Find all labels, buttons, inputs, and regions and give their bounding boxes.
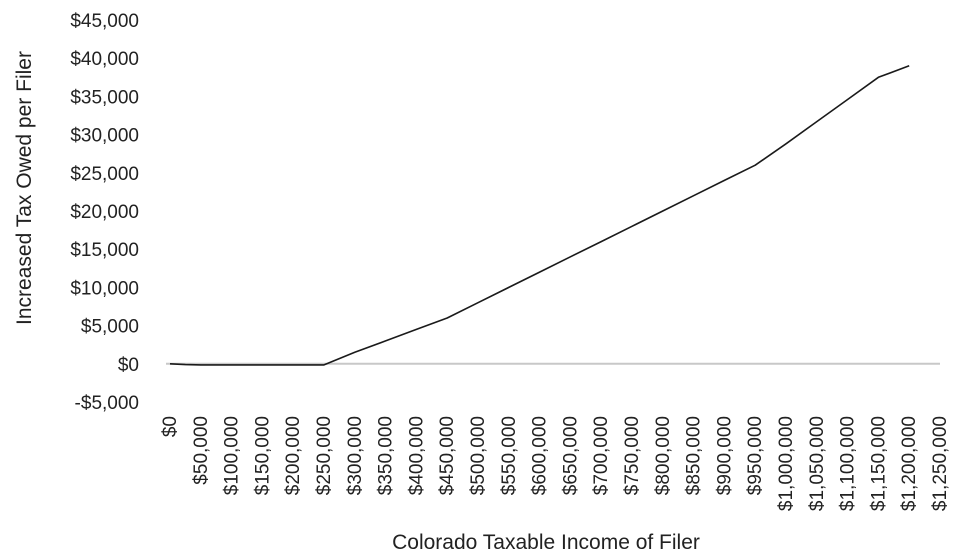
x-tick-label: $1,150,000 [868,416,889,511]
x-tick-label: $450,000 [437,416,458,495]
x-tick-label: $0 [160,416,181,437]
y-tick-label: -$5,000 [75,393,139,414]
x-tick-label: $850,000 [684,416,705,495]
y-tick-label: $5,000 [81,317,139,338]
x-axis-ticks: $0 $50,000 $100,000 $150,000 $200,000 $250,00… [160,416,951,511]
y-tick-label: $45,000 [70,11,139,32]
x-tick-label: $200,000 [283,416,304,495]
y-tick-label: $25,000 [70,164,139,185]
x-tick-label: $300,000 [345,416,366,495]
x-tick-label: $400,000 [406,416,427,495]
x-tick-label: $700,000 [591,416,612,495]
y-axis-ticks: $45,000 $40,000 $35,000 $30,000 $25,000 $20,0… [70,11,139,414]
y-tick-label: $10,000 [70,278,139,299]
y-tick-label: $40,000 [70,49,139,70]
x-tick-label: $350,000 [376,416,397,495]
y-tick-label: $35,000 [70,87,139,108]
x-tick-label: $650,000 [560,416,581,495]
x-tick-label: $950,000 [745,416,766,495]
x-tick-label: $750,000 [622,416,643,495]
x-tick-label: $150,000 [252,416,273,495]
x-tick-label: $600,000 [530,416,551,495]
series-line [169,65,910,366]
x-axis-label: Colorado Taxable Income of Filer [392,531,700,554]
x-tick-label: $250,000 [314,416,335,495]
x-tick-label: $1,100,000 [838,416,859,511]
y-tick-label: $15,000 [70,240,139,261]
x-tick-label: $800,000 [653,416,674,495]
y-tick-label: $20,000 [70,202,139,223]
x-tick-label: $50,000 [191,416,212,485]
y-tick-label: $30,000 [70,126,139,147]
x-tick-label: $1,200,000 [899,416,920,511]
x-tick-label: $1,250,000 [930,416,951,511]
x-tick-label: $500,000 [468,416,489,495]
x-tick-label: $550,000 [499,416,520,495]
x-tick-label: $1,050,000 [807,416,828,511]
x-tick-label: $100,000 [222,416,243,495]
x-tick-label: $1,000,000 [776,416,797,511]
y-tick-label: $0 [118,355,139,376]
x-tick-label: $900,000 [714,416,735,495]
y-axis-label: Increased Tax Owed per Filer [13,51,36,325]
